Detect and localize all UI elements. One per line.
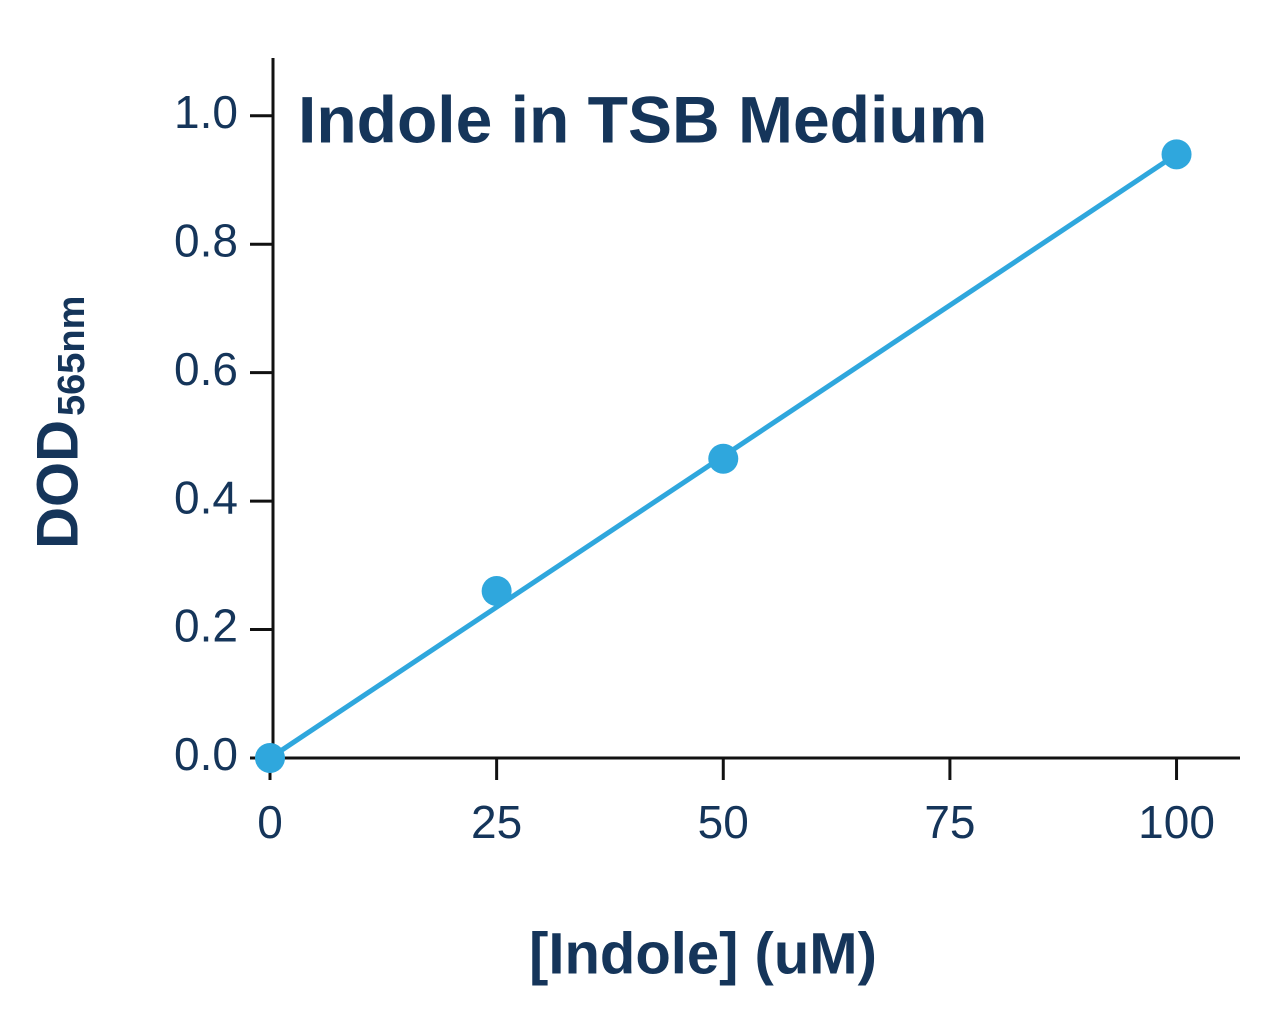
data-point — [255, 743, 285, 773]
y-tick-label: 1.0 — [174, 86, 238, 138]
chart-title: Indole in TSB Medium — [298, 82, 987, 156]
y-axis-title: DOD — [25, 420, 90, 549]
y-tick-label: 0.2 — [174, 600, 238, 652]
y-tick-label: 0.6 — [174, 343, 238, 395]
y-axis-title-group: DOD 565nm — [25, 296, 93, 549]
data-point — [481, 576, 512, 607]
x-axis-title: [Indole] (uM) — [529, 921, 877, 986]
x-tick-label: 100 — [1138, 796, 1215, 848]
x-tick-label: 0 — [257, 796, 283, 848]
y-tick-label: 0.4 — [174, 471, 238, 523]
x-tick-label: 50 — [698, 796, 749, 848]
y-axis-subscript: 565nm — [51, 296, 93, 416]
y-tick-label: 0.8 — [174, 214, 238, 266]
x-tick-label: 75 — [924, 796, 975, 848]
data-point — [1161, 139, 1192, 170]
x-tick-label: 25 — [471, 796, 522, 848]
y-tick-label: 0.0 — [174, 728, 238, 780]
data-point — [708, 443, 739, 474]
